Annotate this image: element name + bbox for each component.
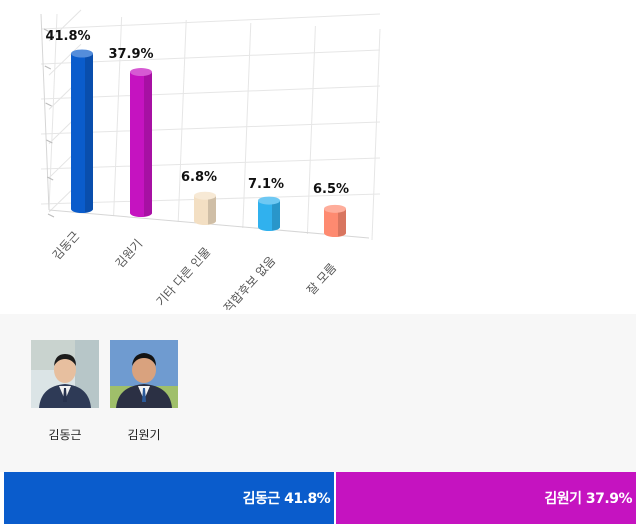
candidate-card[interactable]: 김동근 (30, 340, 100, 443)
candidate-name: 김동근 (48, 428, 82, 442)
grid-line (40, 121, 381, 135)
bar-top (130, 68, 152, 77)
segment-divider (334, 472, 337, 524)
bar-top (324, 204, 346, 213)
grid-line (48, 13, 58, 211)
bar-top (258, 196, 280, 205)
candidate-name: 김원기 (127, 428, 161, 442)
y-axis-tick (44, 65, 52, 70)
result-segment-2: 김원기 37.9% (336, 472, 636, 524)
result-segment-1: 김동근 41.8% (4, 472, 335, 524)
bar-top (71, 49, 93, 58)
bar-shade (144, 72, 152, 217)
bar-top (194, 191, 216, 200)
bar-shade (208, 195, 216, 225)
candidate-photo (31, 340, 99, 408)
grid-line (306, 25, 316, 235)
x-tick-label: 김원기 (113, 237, 146, 271)
y-axis-tick (47, 213, 55, 218)
chart-canvas: 41.8% 37.9% 6.8% 7.1% 6.5% 김동근 김원기 기타 다른 인물 적합후보… (40, 9, 381, 314)
x-tick-label: 적합후보 없음 (221, 254, 278, 314)
data-label: 37.9% (108, 47, 153, 62)
grid-line (371, 28, 381, 241)
bar-shade (338, 208, 346, 237)
x-tick-label: 김동근 (50, 229, 83, 263)
bar-shade (272, 200, 280, 231)
result-bar: 김동근 41.8% 김원기 37.9% (4, 472, 636, 524)
data-label: 6.8% (181, 170, 217, 185)
grid-line (40, 85, 381, 100)
y-axis-tick (43, 28, 51, 33)
y-axis-tick (46, 139, 53, 144)
bar-shade (85, 53, 93, 213)
candidates-panel: 김동근 김원기 (0, 314, 636, 472)
grid-line (242, 22, 252, 229)
data-label: 41.8% (45, 29, 90, 44)
grid-line (40, 13, 381, 30)
data-label: 6.5% (313, 182, 349, 197)
grid-line (40, 157, 381, 170)
candidate-photo (110, 340, 178, 408)
x-tick-label: 기타 다른 인물 (153, 245, 213, 309)
grid-line (48, 9, 82, 42)
result-label: 김동근 41.8% (242, 491, 331, 507)
x-tick-label: 잘 모름 (304, 261, 339, 298)
result-label: 김원기 37.9% (544, 491, 632, 507)
candidate-card[interactable]: 김원기 (109, 340, 179, 443)
grid-line (113, 16, 123, 217)
bar-chart: 41.8% 37.9% 6.8% 7.1% 6.5% 김동근 김원기 기타 다른 인물 적합후보… (40, 9, 381, 314)
grid-line (40, 49, 381, 65)
grid-line (177, 19, 187, 223)
y-axis-tick (46, 176, 54, 181)
data-label: 7.1% (248, 177, 284, 192)
y-axis-tick (45, 102, 52, 107)
